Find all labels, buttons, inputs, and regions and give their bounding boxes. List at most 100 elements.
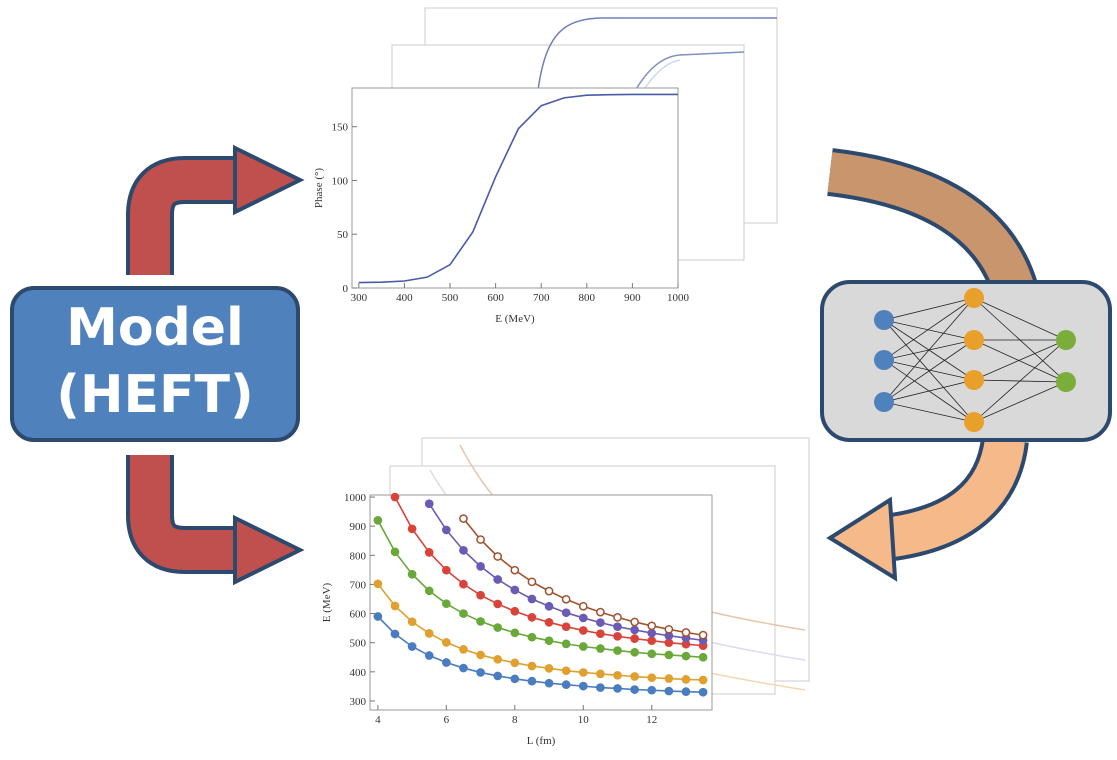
point [407,617,417,627]
point [373,579,383,589]
y-axis-label: E (MeV) [321,582,333,622]
nn-edge [883,297,975,321]
y-tick-label: 50 [337,229,349,241]
point [510,628,520,638]
nn-edge [883,339,975,403]
nn-arrows [826,148,1038,582]
point [681,687,691,696]
levels-chart: 4 6 8 10 12 300 400 500 600 700 800 900 1000 L (fm) E … [321,492,713,747]
point [476,590,485,600]
point [578,642,588,651]
point [630,617,639,627]
y-tick-label: 400 [350,667,367,679]
point [407,524,417,534]
x-tick-label: 600 [487,292,504,304]
point [698,687,708,697]
x-axis-label: E (MeV) [495,313,535,325]
x-tick-label: 4 [375,714,381,726]
point [578,613,588,623]
x-tick-label: 8 [512,714,518,726]
y-tick-label: 1000 [344,492,367,504]
point [424,651,434,660]
model-label: (HEFT) [56,365,254,425]
point [459,579,468,589]
point [578,668,588,677]
point [630,672,639,681]
point [510,565,520,575]
point [407,642,417,651]
series-line [358,93,678,284]
point [527,613,537,622]
point [493,654,503,664]
x-tick-label: 800 [579,292,596,304]
point [561,608,571,618]
point [476,562,485,571]
x-tick-label: 12 [646,714,657,726]
point [476,535,485,544]
point [578,681,588,691]
point [596,669,605,679]
point [613,613,622,622]
model-arrows [126,144,305,586]
point [373,515,383,525]
nn-edge [973,297,1067,341]
point [698,675,708,685]
point [698,630,708,640]
point [373,612,383,621]
point [647,649,657,659]
point [527,632,537,642]
x-tick-label: 6 [444,714,450,726]
point [664,624,674,634]
point [510,585,520,595]
point [459,663,468,673]
point [613,631,622,641]
point [578,626,588,635]
point [424,586,434,596]
point [510,674,520,684]
y-tick-label: 500 [350,638,367,650]
nn-edge [973,339,1067,423]
point [664,686,674,696]
point [493,599,503,609]
point [544,617,554,627]
nn-node [874,350,894,370]
point [647,621,657,631]
nn-node [1056,330,1076,350]
x-tick-label: 500 [442,292,459,304]
point [596,618,605,627]
point [493,552,503,561]
nn-node [1056,372,1076,392]
plot-frame [351,87,679,289]
point [664,638,674,648]
point [390,601,400,611]
point [613,684,622,693]
point [544,636,554,646]
point [561,622,571,632]
y-tick-label: 0 [343,283,349,295]
y-tick-label: 800 [350,550,367,562]
nn-node [874,392,894,412]
point [544,663,554,673]
point [424,499,434,509]
point [407,569,417,579]
point [596,683,605,692]
point [561,680,571,690]
point [630,685,639,694]
model-box: Model (HEFT) [10,286,300,442]
point [390,629,400,639]
nn-edge [883,379,975,403]
point [630,625,639,635]
point [630,634,639,643]
neural-network [820,280,1112,442]
point [664,650,674,660]
x-tick-label: 400 [396,292,413,304]
y-tick-label: 900 [350,521,367,533]
nn-node [964,288,984,308]
point [664,674,674,683]
nn-edge [883,359,975,381]
point [459,514,468,523]
point [544,586,554,596]
point [647,685,657,695]
point [596,607,605,617]
point [476,650,485,660]
